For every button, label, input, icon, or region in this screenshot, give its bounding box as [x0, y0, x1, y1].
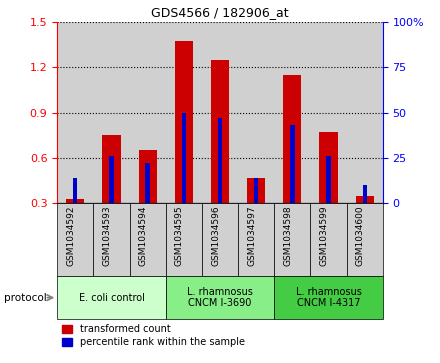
Text: GSM1034597: GSM1034597: [247, 205, 256, 266]
Bar: [73, 178, 77, 203]
Bar: [326, 156, 331, 203]
Bar: [57, 203, 93, 276]
Bar: [311, 203, 347, 276]
Bar: [283, 75, 301, 203]
Text: GSM1034598: GSM1034598: [283, 205, 292, 266]
Bar: [103, 135, 121, 203]
Bar: [129, 22, 166, 203]
Text: GSM1034595: GSM1034595: [175, 205, 184, 266]
Bar: [146, 163, 150, 203]
Text: L. rhamnosus
CNCM I-4317: L. rhamnosus CNCM I-4317: [296, 287, 362, 309]
Text: GSM1034594: GSM1034594: [139, 205, 148, 266]
Bar: [139, 150, 157, 203]
Bar: [347, 203, 383, 276]
Legend: transformed count, percentile rank within the sample: transformed count, percentile rank withi…: [62, 324, 245, 347]
Bar: [356, 196, 374, 203]
Bar: [166, 276, 274, 319]
Bar: [274, 203, 311, 276]
Bar: [247, 178, 265, 203]
Bar: [93, 22, 129, 203]
Text: E. coli control: E. coli control: [78, 293, 144, 303]
Bar: [202, 203, 238, 276]
Text: GSM1034600: GSM1034600: [356, 205, 365, 266]
Bar: [175, 41, 193, 203]
Bar: [182, 113, 186, 203]
Bar: [290, 125, 294, 203]
Bar: [109, 156, 114, 203]
Bar: [347, 22, 383, 203]
Bar: [319, 132, 337, 203]
Bar: [211, 60, 229, 203]
Bar: [238, 203, 274, 276]
Bar: [202, 22, 238, 203]
Bar: [238, 22, 274, 203]
Title: GDS4566 / 182906_at: GDS4566 / 182906_at: [151, 6, 289, 19]
Text: GSM1034599: GSM1034599: [319, 205, 329, 266]
Bar: [57, 22, 93, 203]
Text: GSM1034593: GSM1034593: [103, 205, 111, 266]
Bar: [363, 185, 367, 203]
Bar: [311, 22, 347, 203]
Bar: [66, 199, 84, 203]
Bar: [166, 22, 202, 203]
Bar: [93, 203, 129, 276]
Bar: [57, 276, 166, 319]
Bar: [274, 276, 383, 319]
Bar: [166, 203, 202, 276]
Text: protocol: protocol: [4, 293, 47, 303]
Text: L. rhamnosus
CNCM I-3690: L. rhamnosus CNCM I-3690: [187, 287, 253, 309]
Bar: [218, 118, 222, 203]
Bar: [129, 203, 166, 276]
Text: GSM1034596: GSM1034596: [211, 205, 220, 266]
Bar: [254, 178, 258, 203]
Text: GSM1034592: GSM1034592: [66, 205, 75, 266]
Bar: [274, 22, 311, 203]
